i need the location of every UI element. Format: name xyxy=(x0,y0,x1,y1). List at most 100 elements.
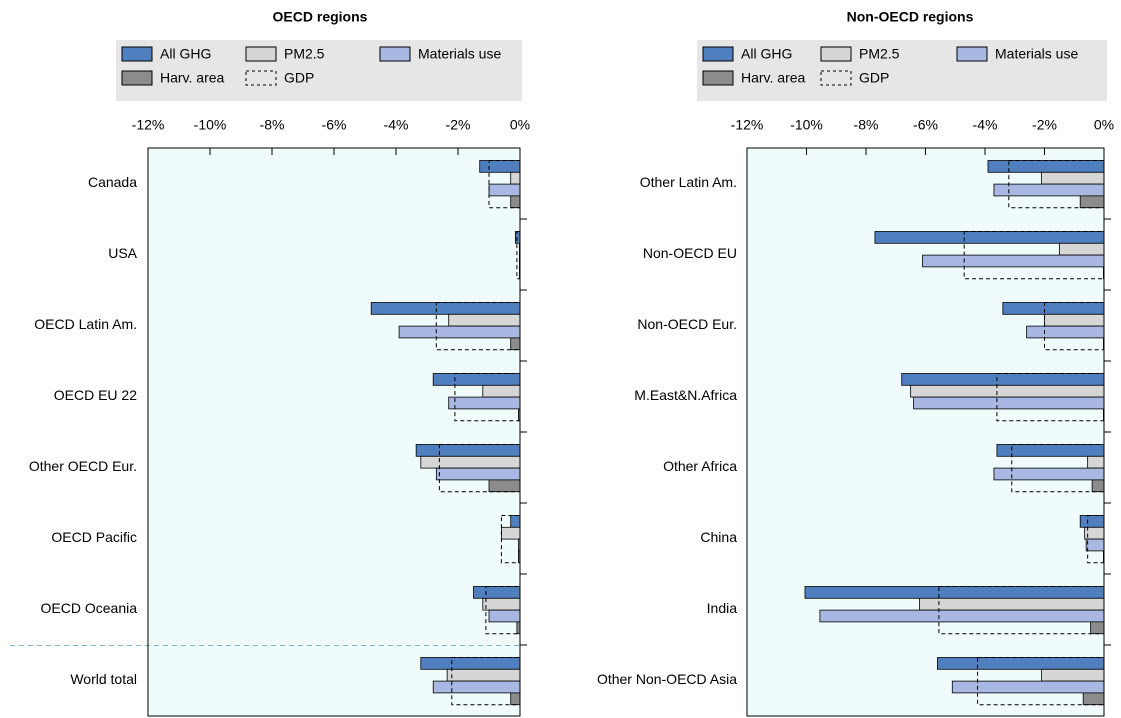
bar xyxy=(398,325,521,339)
bar xyxy=(514,231,521,244)
x-tick-label: -8% xyxy=(260,117,285,133)
bar xyxy=(993,183,1105,197)
bar xyxy=(510,692,521,706)
bar xyxy=(420,657,521,670)
category-label: World total xyxy=(70,671,137,687)
legend-label: Harv. area xyxy=(160,70,225,86)
legend-swatch xyxy=(245,46,277,62)
category-label: OECD EU 22 xyxy=(54,387,137,403)
category-label: Other Africa xyxy=(663,458,737,474)
bar xyxy=(482,597,521,611)
bar xyxy=(473,586,521,599)
bar xyxy=(804,586,1105,599)
bar xyxy=(510,195,521,209)
bar xyxy=(448,313,521,327)
gdp-box xyxy=(438,444,521,493)
gdp-box xyxy=(1008,160,1105,209)
x-tick-label: -6% xyxy=(913,117,938,133)
bar xyxy=(996,444,1105,457)
category-label: USA xyxy=(108,245,137,261)
bar xyxy=(500,526,521,540)
legend-label: PM2.5 xyxy=(859,46,900,62)
category-label: OECD Latin Am. xyxy=(34,316,137,332)
bar xyxy=(1090,621,1105,635)
bar xyxy=(432,680,521,694)
category-label: Other Non-OECD Asia xyxy=(597,671,737,687)
legend-label: All GHG xyxy=(741,46,792,62)
chart-title: OECD regions xyxy=(273,9,368,25)
x-tick-label: -12% xyxy=(132,117,165,133)
bar xyxy=(448,396,521,410)
category-label: Non-OECD Eur. xyxy=(637,316,737,332)
x-tick-label: -12% xyxy=(731,117,764,133)
x-tick-label: 0% xyxy=(510,117,530,133)
x-tick-label: -10% xyxy=(790,117,823,133)
bar xyxy=(1041,668,1105,682)
bar xyxy=(420,455,521,469)
bar xyxy=(1082,692,1105,706)
x-tick-label: -6% xyxy=(322,117,347,133)
bar xyxy=(510,171,521,185)
bar xyxy=(415,444,521,457)
bar xyxy=(510,337,521,351)
gdp-box xyxy=(938,586,1105,635)
bar xyxy=(913,396,1105,410)
x-tick-label: -2% xyxy=(446,117,471,133)
legend-swatch xyxy=(702,70,734,86)
x-tick-label: -4% xyxy=(973,117,998,133)
bar xyxy=(1044,313,1105,327)
bar xyxy=(819,609,1105,623)
bar xyxy=(1026,325,1105,339)
x-tick-label: -10% xyxy=(194,117,227,133)
legend-label: Harv. area xyxy=(741,70,806,86)
bar xyxy=(488,609,521,623)
chart-title: Non-OECD regions xyxy=(847,9,974,25)
bar xyxy=(1087,455,1105,469)
bar xyxy=(1079,515,1105,528)
bar xyxy=(370,302,521,315)
bar xyxy=(479,160,521,173)
bar xyxy=(482,384,521,398)
x-tick-label: 0% xyxy=(1094,117,1114,133)
legend-box xyxy=(697,40,1107,101)
gdp-box xyxy=(1044,302,1105,351)
category-label: Non-OECD EU xyxy=(643,245,737,261)
category-label: Other Latin Am. xyxy=(640,174,737,190)
bar xyxy=(1079,195,1105,209)
legend-swatch xyxy=(956,46,988,62)
bar xyxy=(432,373,521,386)
gdp-box xyxy=(488,160,521,209)
bar xyxy=(510,515,521,528)
bar xyxy=(919,597,1105,611)
bar xyxy=(993,467,1105,481)
legend-swatch xyxy=(379,46,411,62)
legend-label: Materials use xyxy=(418,46,501,62)
bar xyxy=(446,668,521,682)
legend-label: All GHG xyxy=(160,46,211,62)
legend-swatch xyxy=(245,70,277,86)
plot-frame xyxy=(746,147,1105,717)
category-label: OECD Pacific xyxy=(51,529,137,545)
legend-swatch xyxy=(121,70,153,86)
bar xyxy=(1041,171,1105,185)
legend-label: GDP xyxy=(284,70,314,86)
x-tick-label: -4% xyxy=(384,117,409,133)
bar xyxy=(874,231,1105,244)
bar xyxy=(1091,479,1105,493)
category-label: M.East&N.Africa xyxy=(634,387,737,403)
bar xyxy=(488,183,521,197)
legend-box xyxy=(116,40,522,101)
x-tick-label: -2% xyxy=(1032,117,1057,133)
bar xyxy=(910,384,1105,398)
category-label: China xyxy=(700,529,737,545)
bar xyxy=(488,479,521,493)
legend-swatch xyxy=(121,46,153,62)
x-tick-label: -8% xyxy=(854,117,879,133)
legend-label: GDP xyxy=(859,70,889,86)
bar xyxy=(901,373,1105,386)
bar xyxy=(1002,302,1105,315)
bar xyxy=(922,254,1105,268)
plot-area xyxy=(148,148,520,716)
legend-label: PM2.5 xyxy=(284,46,325,62)
